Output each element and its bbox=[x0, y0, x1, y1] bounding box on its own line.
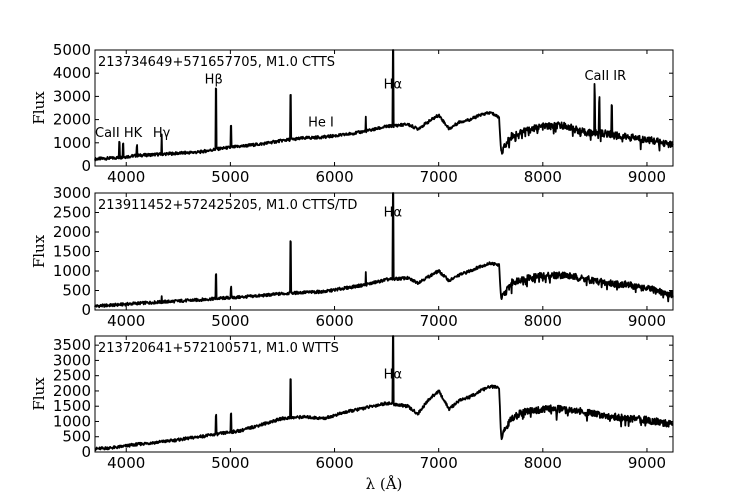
x-tick-label: 6000 bbox=[315, 454, 353, 472]
y-tick-label: 0 bbox=[81, 157, 91, 175]
x-tick-label: 7000 bbox=[420, 168, 458, 186]
y-axis-label: Flux bbox=[30, 234, 48, 268]
x-tick-label: 4000 bbox=[107, 168, 145, 186]
y-tick-label: 1500 bbox=[53, 243, 91, 261]
x-tick-label: 6000 bbox=[315, 312, 353, 330]
spectrum-line bbox=[94, 335, 674, 452]
plot-frame bbox=[94, 49, 674, 167]
y-tick-label: 2500 bbox=[53, 367, 91, 385]
y-tick-label: 1000 bbox=[53, 412, 91, 430]
y-tick-label: 2500 bbox=[53, 204, 91, 222]
y-tick-label: 1500 bbox=[53, 397, 91, 415]
panel-title: 213911452+572425205, M1.0 CTTS/TD bbox=[98, 198, 357, 213]
y-tick-label: 4000 bbox=[53, 64, 91, 82]
line-annotation: CaII IR bbox=[584, 69, 626, 84]
x-tick-label: 9000 bbox=[628, 454, 666, 472]
y-tick-label: 3000 bbox=[53, 184, 91, 202]
x-tick-label: 5000 bbox=[211, 454, 249, 472]
line-annotation: He I bbox=[308, 116, 334, 131]
x-tick-label: 6000 bbox=[315, 168, 353, 186]
x-tick-label: 8000 bbox=[524, 312, 562, 330]
x-tick-label: 9000 bbox=[628, 168, 666, 186]
y-tick-label: 3500 bbox=[53, 336, 91, 354]
panel-top: 4000 5000 6000 7000 8000 9000 0 1000 2000 3000 400… bbox=[30, 41, 674, 186]
x-tick-label: 7000 bbox=[420, 312, 458, 330]
plot-frame bbox=[94, 335, 674, 453]
y-tick-label: 1000 bbox=[53, 134, 91, 152]
x-tick-label: 9000 bbox=[628, 312, 666, 330]
line-annotation: Hβ bbox=[205, 73, 223, 88]
spectrum-line bbox=[94, 49, 674, 162]
y-tick-label: 0 bbox=[81, 443, 91, 461]
line-annotation: Hα bbox=[384, 77, 402, 92]
line-annotation: Hα bbox=[384, 368, 402, 383]
y-tick-label: 2000 bbox=[53, 111, 91, 129]
x-tick-label: 5000 bbox=[211, 312, 249, 330]
spectrum-line bbox=[94, 192, 674, 309]
x-tick-label: 7000 bbox=[420, 454, 458, 472]
y-tick-label: 3000 bbox=[53, 87, 91, 105]
x-tick-label: 5000 bbox=[211, 168, 249, 186]
y-tick-label: 2000 bbox=[53, 382, 91, 400]
y-axis-label: Flux bbox=[30, 91, 48, 125]
y-tick-label: 500 bbox=[62, 428, 91, 446]
y-tick-label: 1000 bbox=[53, 262, 91, 280]
x-tick-label: 8000 bbox=[524, 168, 562, 186]
line-annotation: Hγ bbox=[153, 126, 171, 141]
panel-title: 213720641+572100571, M1.0 WTTS bbox=[98, 341, 339, 356]
panel-bottom: 4000 5000 6000 7000 8000 9000 0500100015002000… bbox=[30, 335, 674, 472]
line-annotation: Hα bbox=[384, 205, 402, 220]
y-axis-label: Flux bbox=[30, 377, 48, 411]
panel-title: 213734649+571657705, M1.0 CTTS bbox=[98, 55, 335, 70]
x-tick-label: 4000 bbox=[107, 312, 145, 330]
y-tick-label: 500 bbox=[62, 282, 91, 300]
y-tick-label: 0 bbox=[81, 301, 91, 319]
x-tick-label: 4000 bbox=[107, 454, 145, 472]
line-annotation: CaII HK bbox=[95, 126, 143, 141]
y-tick-label: 5000 bbox=[53, 41, 91, 59]
x-axis-label: λ (Å) bbox=[366, 475, 403, 493]
y-tick-label: 3000 bbox=[53, 351, 91, 369]
y-tick-label: 2000 bbox=[53, 223, 91, 241]
x-tick-label: 8000 bbox=[524, 454, 562, 472]
